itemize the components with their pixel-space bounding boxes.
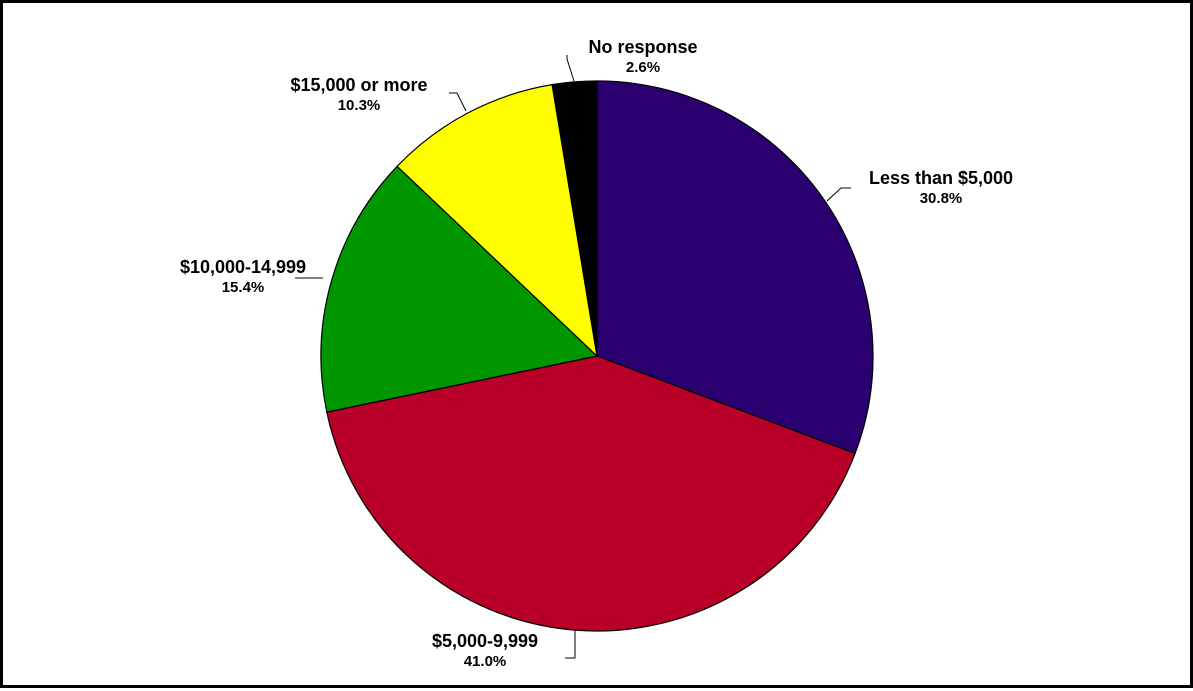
slice-percent-4: 10.3%: [338, 97, 381, 114]
pie-slice-3: [320, 165, 599, 413]
pie-slice-4: [396, 83, 598, 358]
slice-label-4: $15,000 or more: [290, 75, 427, 95]
leader-line-4: [449, 92, 467, 112]
slice-percent-1: 30.8%: [920, 190, 963, 207]
leader-line-2: [565, 630, 576, 659]
pie-chart: Less than $5,000 30.8% $5,000-9,999 41.0% $1…: [180, 37, 1013, 670]
pie-slices: [320, 80, 874, 632]
pie-slice-5: [551, 80, 598, 357]
slice-label-5: No response: [588, 37, 697, 57]
leader-line-1: [826, 187, 851, 202]
slice-label-1: Less than $5,000: [869, 168, 1013, 188]
slice-percent-5: 2.6%: [626, 59, 660, 76]
slice-label-2: $5,000-9,999: [432, 631, 538, 651]
pie-slice-1: [596, 80, 874, 455]
slice-percent-3: 15.4%: [222, 279, 265, 296]
slice-labels: Less than $5,000 30.8% $5,000-9,999 41.0% $1…: [180, 37, 1013, 670]
slice-label-3: $10,000-14,999: [180, 257, 306, 277]
leader-line-5: [566, 55, 575, 82]
leader-lines: [295, 55, 851, 659]
slice-percent-2: 41.0%: [464, 653, 507, 670]
